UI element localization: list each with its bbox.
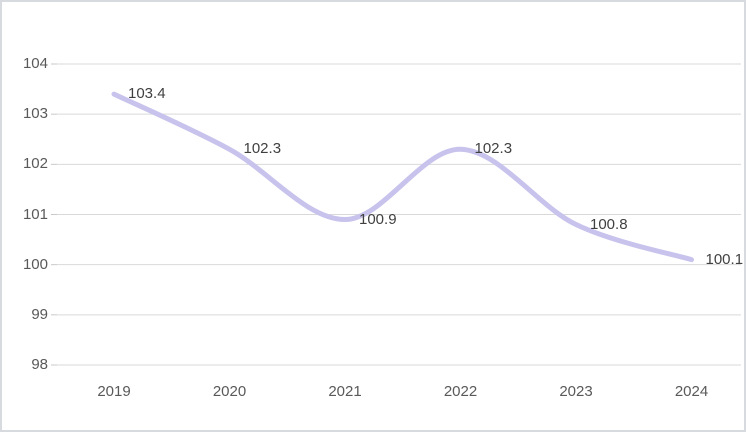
data-point-label: 100.1 <box>705 250 744 268</box>
y-axis-tick-label: 98 <box>31 356 48 373</box>
x-axis-tick-label: 2023 <box>559 383 593 400</box>
y-axis-tick-label: 99 <box>31 305 48 323</box>
x-axis-tick-label: 2022 <box>443 383 478 400</box>
y-axis-tick-label: 104 <box>22 55 48 72</box>
x-axis-tick-label: 2024 <box>674 383 709 400</box>
data-point-label: 102.3 <box>474 140 513 158</box>
data-point-label: 100.8 <box>590 215 628 233</box>
y-axis-tick-label: 103 <box>22 105 48 123</box>
x-axis-tick-label: 2019 <box>97 383 131 400</box>
data-point-label: 100.9 <box>359 210 397 228</box>
series-line <box>111 91 694 263</box>
y-axis-tick-label: 101 <box>22 205 48 223</box>
y-axis-tick-label: 102 <box>22 155 48 173</box>
y-axis-tick-label: 100 <box>22 255 48 273</box>
x-axis-tick-label: 2021 <box>328 383 362 400</box>
x-axis-tick-label: 2020 <box>212 383 247 400</box>
data-point-label: 103.4 <box>128 85 166 103</box>
data-point-label: 102.3 <box>243 140 282 158</box>
